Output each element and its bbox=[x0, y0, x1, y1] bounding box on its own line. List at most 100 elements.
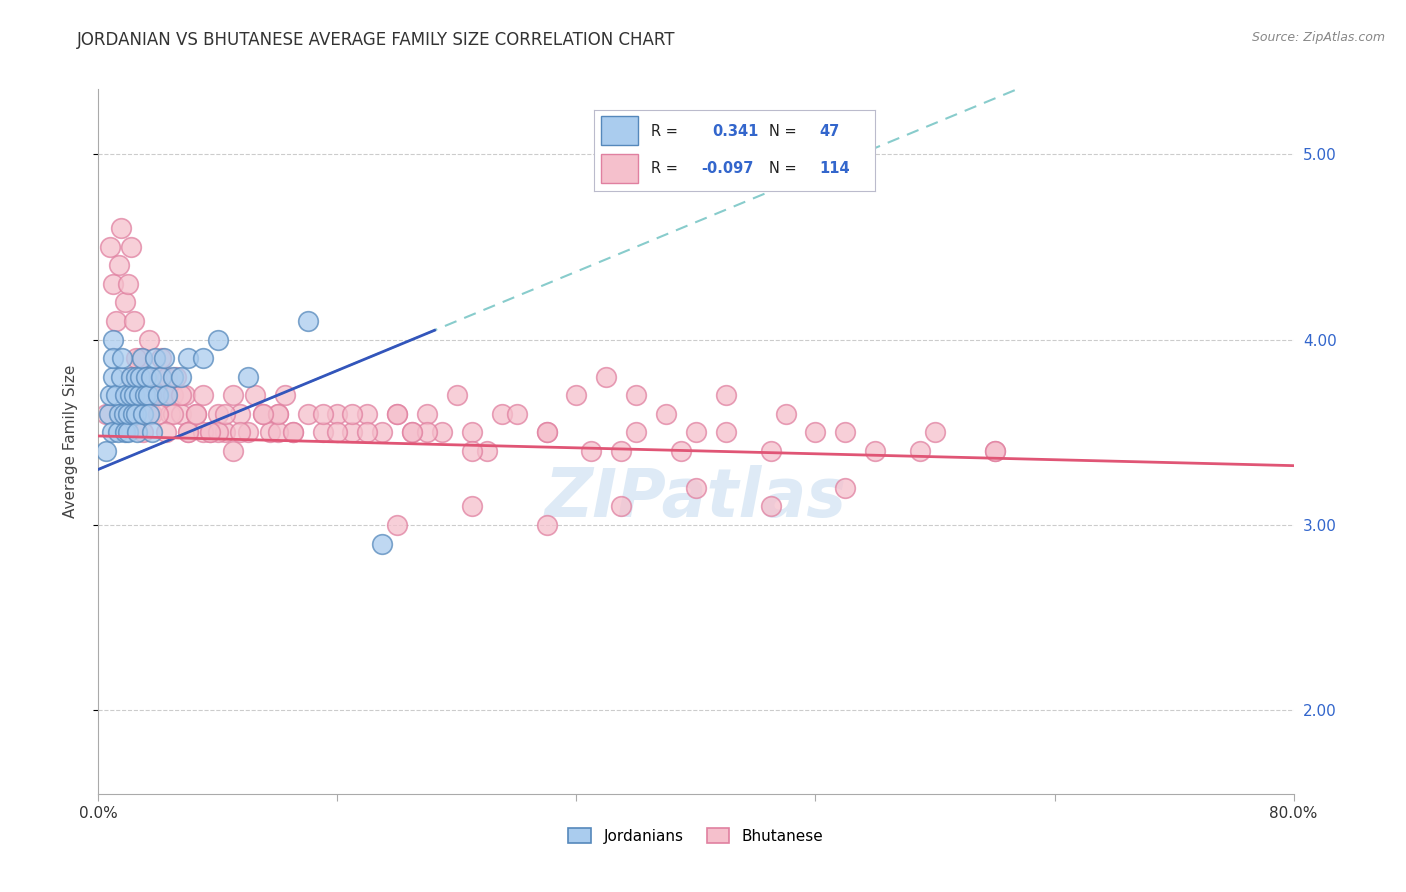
Point bbox=[924, 425, 946, 440]
Point bbox=[114, 425, 136, 440]
Point bbox=[267, 425, 290, 440]
Point bbox=[132, 425, 155, 440]
Point bbox=[222, 388, 245, 402]
Point bbox=[156, 388, 179, 402]
Point bbox=[191, 388, 214, 402]
Point bbox=[984, 443, 1007, 458]
Point bbox=[385, 518, 409, 533]
Point bbox=[385, 407, 409, 421]
Point bbox=[169, 369, 191, 384]
Point bbox=[162, 407, 184, 421]
Point bbox=[984, 443, 1007, 458]
Point bbox=[804, 425, 827, 440]
Point bbox=[174, 388, 197, 402]
Point bbox=[536, 425, 558, 440]
Point bbox=[714, 388, 737, 402]
Point bbox=[121, 407, 143, 421]
Point bbox=[162, 369, 184, 384]
Point bbox=[685, 425, 707, 440]
Point bbox=[191, 351, 214, 365]
Point bbox=[169, 388, 191, 402]
Point bbox=[120, 369, 142, 384]
Point bbox=[214, 407, 236, 421]
Point bbox=[371, 425, 394, 440]
Point bbox=[110, 221, 132, 235]
Point bbox=[127, 369, 149, 384]
Point bbox=[129, 351, 152, 365]
Point bbox=[446, 388, 468, 402]
Point bbox=[94, 443, 117, 458]
Point bbox=[148, 407, 170, 421]
Point bbox=[595, 369, 617, 384]
Point bbox=[139, 369, 162, 384]
Point bbox=[281, 425, 304, 440]
Point bbox=[655, 407, 678, 421]
Point bbox=[834, 481, 856, 495]
Point bbox=[165, 369, 187, 384]
Point bbox=[200, 425, 222, 440]
Point bbox=[117, 425, 139, 440]
Point bbox=[139, 388, 162, 402]
Point bbox=[143, 351, 166, 365]
Point bbox=[135, 369, 157, 384]
Point bbox=[245, 388, 267, 402]
Point bbox=[236, 425, 259, 440]
Point bbox=[401, 425, 423, 440]
Point bbox=[124, 314, 146, 328]
Point bbox=[184, 407, 207, 421]
Point bbox=[112, 407, 135, 421]
Point bbox=[865, 443, 887, 458]
Point bbox=[131, 351, 153, 365]
Point bbox=[177, 425, 200, 440]
Point bbox=[371, 536, 394, 550]
Point bbox=[430, 425, 453, 440]
Point bbox=[103, 277, 125, 291]
Point bbox=[326, 425, 349, 440]
Point bbox=[117, 407, 139, 421]
Point bbox=[326, 407, 349, 421]
Point bbox=[94, 407, 117, 421]
Point bbox=[125, 407, 148, 421]
Point bbox=[143, 388, 166, 402]
Point bbox=[108, 258, 131, 272]
Legend: Jordanians, Bhutanese: Jordanians, Bhutanese bbox=[562, 822, 830, 850]
Point bbox=[267, 407, 290, 421]
Point bbox=[159, 407, 181, 421]
Point bbox=[117, 407, 139, 421]
Point bbox=[401, 425, 423, 440]
Point bbox=[297, 407, 319, 421]
Point bbox=[177, 351, 200, 365]
Point bbox=[124, 388, 146, 402]
Point bbox=[141, 425, 163, 440]
Point bbox=[191, 425, 214, 440]
Point bbox=[110, 369, 132, 384]
Point bbox=[153, 388, 176, 402]
Point bbox=[775, 407, 797, 421]
Text: Source: ZipAtlas.com: Source: ZipAtlas.com bbox=[1251, 31, 1385, 45]
Text: ZIPatlas: ZIPatlas bbox=[546, 465, 846, 531]
Point bbox=[536, 425, 558, 440]
Point bbox=[714, 425, 737, 440]
Point bbox=[107, 425, 129, 440]
Point bbox=[114, 388, 136, 402]
Point bbox=[461, 500, 484, 514]
Point bbox=[101, 425, 124, 440]
Point bbox=[117, 277, 139, 291]
Point bbox=[759, 500, 782, 514]
Point bbox=[342, 425, 364, 440]
Point bbox=[125, 369, 148, 384]
Point bbox=[98, 388, 122, 402]
Point bbox=[148, 369, 170, 384]
Point bbox=[475, 443, 498, 458]
Point bbox=[461, 443, 484, 458]
Point bbox=[177, 425, 200, 440]
Point bbox=[105, 314, 128, 328]
Point bbox=[97, 407, 120, 421]
Point bbox=[114, 295, 136, 310]
Point bbox=[311, 425, 333, 440]
Y-axis label: Average Family Size: Average Family Size bbox=[63, 365, 77, 518]
Point bbox=[759, 443, 782, 458]
Point bbox=[491, 407, 513, 421]
Point bbox=[138, 333, 160, 347]
Point bbox=[416, 407, 439, 421]
